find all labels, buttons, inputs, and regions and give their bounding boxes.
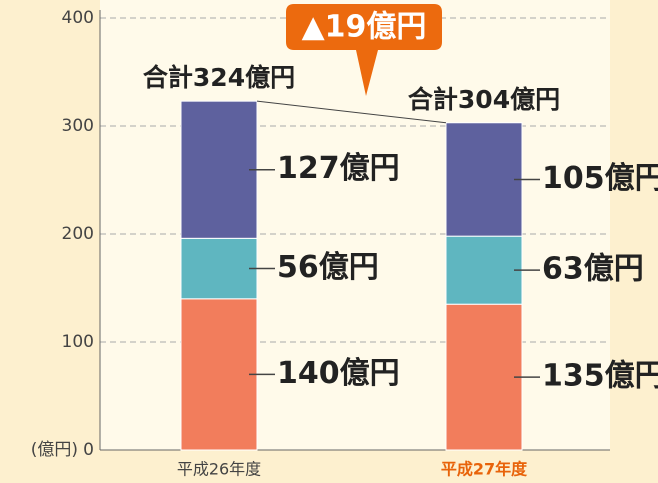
value-label: 135億円: [542, 359, 658, 394]
value-label: 140億円: [277, 356, 400, 391]
y-tick-label: 200: [62, 224, 94, 244]
bar-segment: [445, 122, 523, 237]
y-tick-label: 300: [62, 116, 94, 136]
total-label: 合計324億円: [143, 63, 295, 92]
change-label: ▲19億円: [302, 10, 427, 45]
y-unit-label: (億円): [31, 440, 78, 460]
value-label: 56億円: [277, 250, 379, 285]
callout: [286, 4, 442, 96]
bar-segment: [445, 303, 523, 451]
y-tick-label: 400: [62, 8, 94, 28]
bar-segment: [445, 235, 523, 305]
x-tick-label: 平成26年度: [177, 460, 261, 479]
connector: [256, 100, 447, 124]
bar-segment: [180, 298, 258, 451]
bar-segment: [180, 237, 258, 300]
y-tick-label: 0: [83, 440, 94, 460]
value-label: 105億円: [542, 161, 658, 196]
x-tick-label: 平成27年度: [441, 460, 528, 479]
total-label: 合計304億円: [408, 85, 560, 114]
y-tick-label: 100: [62, 332, 94, 352]
bar-segment: [180, 100, 258, 239]
value-label: 127億円: [277, 151, 400, 186]
value-label: 63億円: [542, 252, 644, 287]
